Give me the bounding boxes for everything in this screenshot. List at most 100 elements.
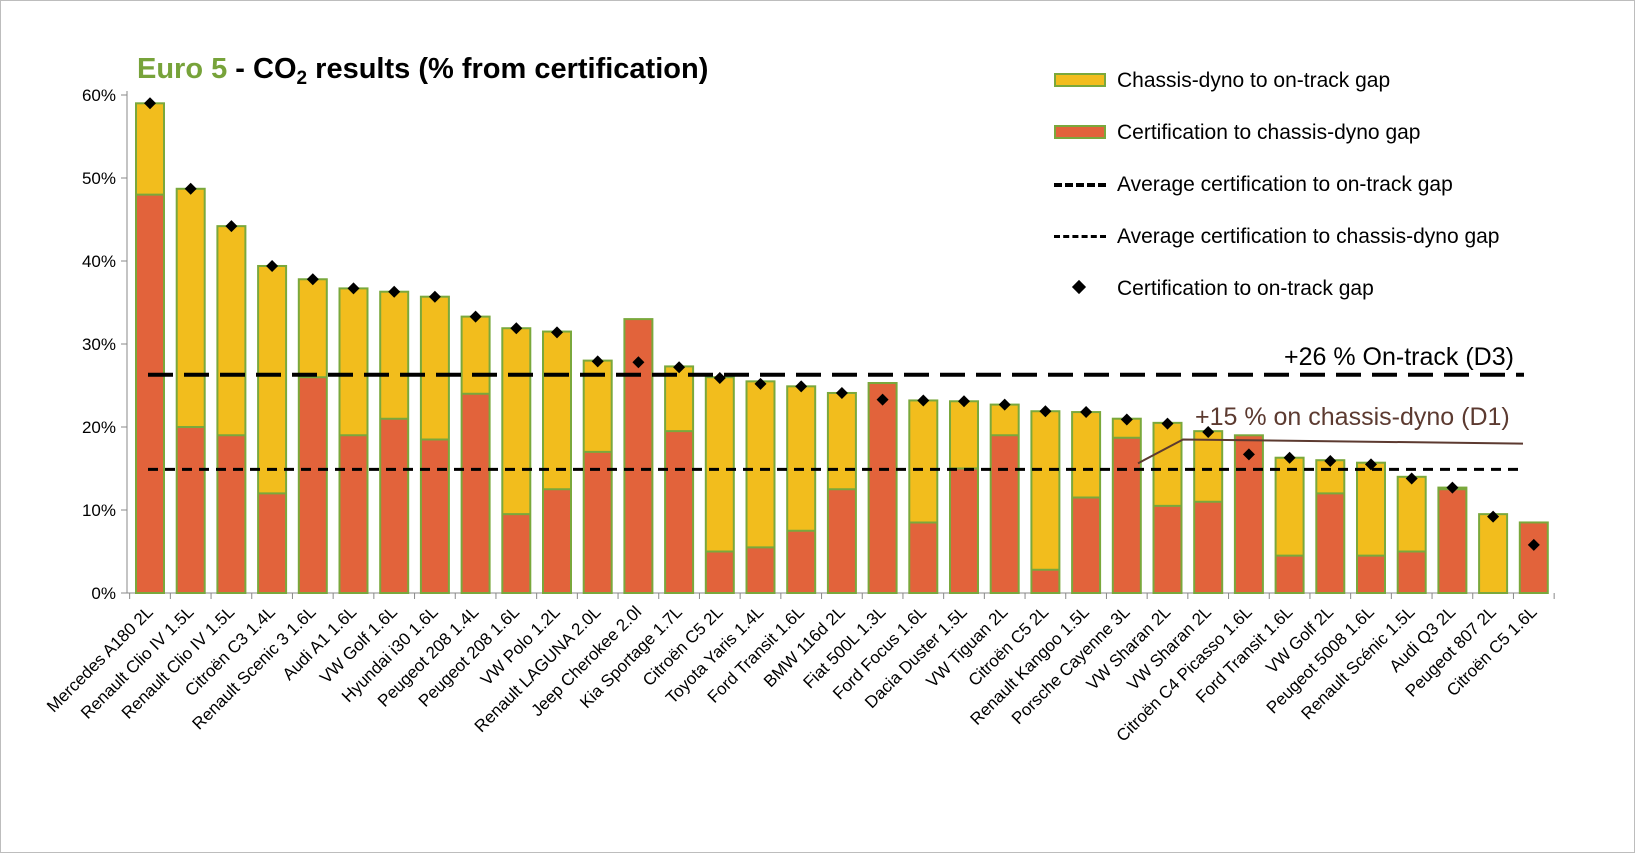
bar-chassis-to-track — [543, 331, 571, 490]
bar-cert-to-chassis — [502, 514, 531, 593]
average-lines — [148, 372, 1524, 471]
markers — [144, 97, 1540, 551]
bar-cert-to-chassis — [1031, 569, 1060, 593]
bar-cert-to-chassis — [1397, 551, 1426, 593]
bar-chassis-to-track — [1194, 431, 1223, 502]
bar-cert-to-chassis — [583, 451, 612, 593]
bar-chassis-to-track — [502, 328, 531, 515]
bar-cert-to-chassis — [705, 551, 734, 593]
bar-cert-to-chassis — [339, 435, 368, 593]
marker-cert-on-track — [306, 273, 319, 286]
bar-chassis-to-track — [1479, 514, 1508, 593]
bar-cert-to-chassis — [909, 522, 938, 593]
marker-cert-on-track — [835, 386, 848, 399]
marker-cert-on-track — [632, 356, 645, 369]
marker-cert-on-track — [876, 393, 889, 406]
bar-cert-to-chassis — [665, 431, 694, 593]
marker-cert-on-track — [591, 355, 604, 368]
bar-chassis-to-track — [298, 279, 327, 378]
bar-chassis-to-track — [1031, 411, 1060, 570]
marker-cert-on-track — [1242, 448, 1255, 461]
bar-cert-to-chassis — [1234, 435, 1263, 593]
annotation-leader-line — [1137, 438, 1524, 465]
marker-cert-on-track — [551, 326, 563, 339]
bar-cert-to-chassis — [868, 383, 897, 593]
title-part2: results (% from certification) — [307, 53, 709, 85]
marker-cert-on-track — [347, 282, 360, 295]
marker-cert-on-track — [917, 394, 930, 407]
marker-cert-on-track — [510, 322, 523, 335]
bar-cert-to-chassis — [1275, 555, 1304, 593]
marker-cert-on-track — [754, 377, 767, 390]
marker-cert-on-track — [469, 310, 482, 323]
legend-diamond-icon — [1071, 279, 1087, 295]
marker-cert-on-track — [1080, 406, 1093, 419]
bar-chassis-to-track — [1397, 476, 1426, 552]
bar-cert-to-chassis — [298, 377, 327, 593]
bar-chassis-to-track — [339, 288, 368, 436]
bar-cert-to-chassis — [1112, 437, 1141, 593]
bar-chassis-to-track — [380, 291, 409, 419]
legend-item-avg-chassis: Average certification to chassis-dyno ga… — [1054, 222, 1500, 252]
bar-chassis-to-track — [705, 377, 734, 552]
bar-chassis-to-track — [1357, 462, 1385, 556]
legend-short-dash — [1054, 235, 1106, 238]
bar-cert-to-chassis — [1153, 505, 1182, 593]
bar-cert-to-chassis — [1438, 489, 1467, 593]
chart-title: Euro 5 - CO2 results (% from certificati… — [137, 53, 709, 88]
legend-item-avg-on-track: Average certification to on-track gap — [1054, 170, 1453, 200]
bars — [135, 102, 1549, 595]
y-tick-label: 0% — [91, 584, 116, 603]
bar-chassis-to-track — [665, 366, 694, 432]
legend-label: Certification to chassis-dyno gap — [1117, 121, 1421, 144]
marker-cert-on-track — [998, 398, 1011, 411]
bar-outline — [1233, 434, 1264, 594]
title-part1: - CO — [227, 53, 297, 85]
bar-chassis-to-track — [909, 400, 938, 523]
bar-chassis-to-track — [1275, 457, 1304, 556]
marker-cert-on-track — [1039, 405, 1052, 418]
y-tick-label: 10% — [82, 501, 116, 520]
marker-cert-on-track — [713, 372, 726, 385]
legend-long-dash — [1054, 183, 1106, 187]
y-tick-label: 50% — [82, 169, 116, 188]
marker-cert-on-track — [795, 380, 808, 393]
annotation-chassis-dyno: +15 % on chassis-dyno (D1) — [1195, 403, 1510, 431]
bar-cert-to-chassis — [1519, 522, 1548, 593]
bar-chassis-to-track — [1153, 422, 1182, 506]
legend-yellow-swatch — [1054, 73, 1106, 87]
y-tick-label: 30% — [82, 335, 116, 354]
marker-cert-on-track — [1120, 413, 1133, 426]
bar-chassis-to-track — [827, 392, 856, 490]
bar-cert-to-chassis — [461, 393, 490, 593]
legend-orange-swatch — [1054, 125, 1106, 139]
marker-cert-on-track — [1283, 451, 1296, 464]
marker-cert-on-track — [184, 182, 197, 195]
legend-label: Average certification to chassis-dyno ga… — [1117, 225, 1500, 248]
legend-item-cert-on-track: Certification to on-track gap — [1054, 274, 1374, 304]
bar-cert-to-chassis — [1357, 555, 1385, 593]
marker-cert-on-track — [1405, 472, 1418, 485]
marker-cert-on-track — [673, 361, 686, 374]
bar-cert-to-chassis — [136, 194, 164, 593]
legend-label: Average certification to on-track gap — [1117, 173, 1453, 196]
legend-label: Chassis-dyno to on-track gap — [1117, 69, 1391, 92]
bar-cert-to-chassis — [380, 418, 409, 593]
bar-cert-to-chassis — [1194, 501, 1223, 593]
bar-cert-to-chassis — [176, 427, 205, 593]
bar-outline — [1518, 521, 1549, 595]
bar-chassis-to-track — [1072, 412, 1101, 498]
bar-chassis-to-track — [258, 265, 287, 494]
marker-cert-on-track — [266, 259, 279, 272]
bar-cert-to-chassis — [258, 493, 287, 593]
marker-cert-on-track — [225, 220, 238, 233]
bar-cert-to-chassis — [827, 489, 856, 593]
annotation-on-track: +26 % On-track (D3) — [1284, 343, 1514, 371]
legend-item-chassis-to-track: Chassis-dyno to on-track gap — [1054, 66, 1390, 96]
bar-chassis-to-track — [217, 226, 246, 436]
bar-cert-to-chassis — [746, 547, 775, 593]
marker-cert-on-track — [1446, 481, 1459, 494]
marker-cert-on-track — [144, 97, 156, 110]
bar-chassis-to-track — [787, 386, 816, 531]
